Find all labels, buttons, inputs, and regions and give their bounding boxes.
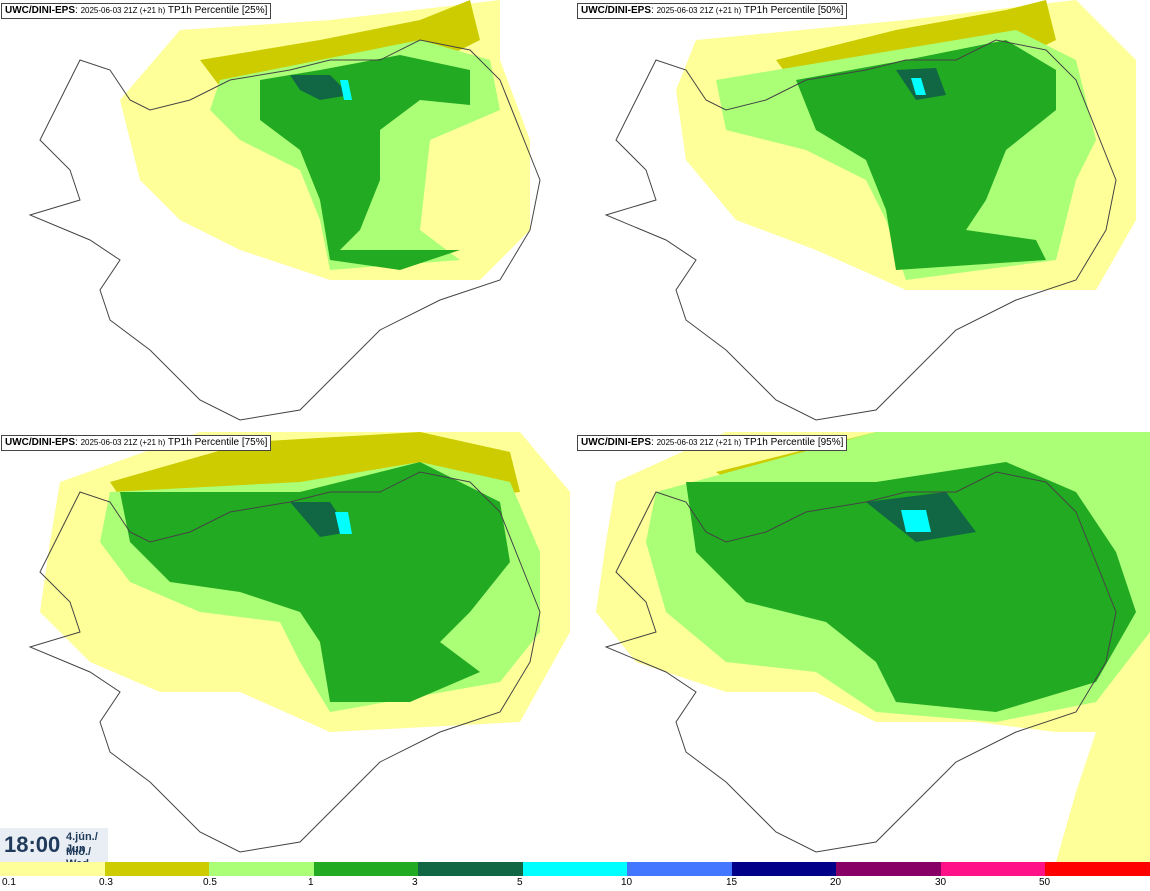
- valid-date-line1: 4.jún./ Jun: [66, 831, 98, 855]
- precip-map: [596, 432, 1150, 862]
- legend-tick-label: 10: [621, 877, 633, 888]
- legend-tick-label: 0.5: [203, 877, 217, 888]
- legend-tick-label: 15: [726, 877, 738, 888]
- precip-area-darkgreen: [290, 75, 350, 100]
- legend-tick-label: 50: [1039, 877, 1051, 888]
- map-panel-p25: UWC/DINI-EPS: 2025-06-03 21Z (+21 h) TP1…: [0, 0, 574, 430]
- precip-map: [28, 432, 570, 853]
- precip-area-green: [796, 40, 1056, 270]
- panel-title: UWC/DINI-EPS: 2025-06-03 21Z (+21 h) TP1…: [577, 3, 848, 19]
- precip-area-cyan: [911, 78, 926, 95]
- precip-area-green: [260, 55, 470, 270]
- legend-tick-label: 30: [935, 877, 947, 888]
- precip-area-green: [120, 462, 510, 702]
- precip-area-cyan: [901, 510, 931, 532]
- precip-area-darkgreen: [290, 502, 350, 537]
- precip-map: [28, 0, 541, 421]
- legend-swatch: [0, 862, 105, 876]
- panel-title: UWC/DINI-EPS: 2025-06-03 21Z (+21 h) TP1…: [577, 435, 848, 451]
- legend-swatch: [1045, 862, 1150, 876]
- legend-swatch: [940, 862, 1046, 876]
- precip-map: [604, 0, 1136, 421]
- precip-area-cyan: [340, 80, 352, 100]
- legend-swatch: [104, 862, 210, 876]
- coastline: [604, 39, 1117, 421]
- precip-area-green: [686, 462, 1136, 712]
- legend-tick-label: 0.1: [2, 877, 16, 888]
- legend-swatch: [313, 862, 419, 876]
- legend-swatch: [627, 862, 732, 876]
- map-panel-p50: UWC/DINI-EPS: 2025-06-03 21Z (+21 h) TP1…: [576, 0, 1150, 430]
- panel-title: UWC/DINI-EPS: 2025-06-03 21Z (+21 h) TP1…: [1, 435, 272, 451]
- coastline: [28, 39, 541, 421]
- coastline: [28, 471, 541, 853]
- coastline: [604, 471, 1117, 853]
- map-panel-p75: UWC/DINI-EPS: 2025-06-03 21Z (+21 h) TP1…: [0, 432, 574, 862]
- valid-time-box: 18:00 4.jún./ Jun Mið./ Wed: [0, 828, 108, 870]
- legend-tick-labels: 0.1 0.3 0.5 1 3 5 10 15 20 30 50: [0, 876, 1150, 891]
- legend-swatch: [209, 862, 314, 876]
- legend-tick-label: 3: [412, 877, 418, 888]
- legend-swatch: [731, 862, 837, 876]
- legend-tick-label: 20: [830, 877, 842, 888]
- legend-tick-label: 5: [517, 877, 523, 888]
- panel-title: UWC/DINI-EPS: 2025-06-03 21Z (+21 h) TP1…: [1, 3, 272, 19]
- legend-colorbar: [0, 862, 1150, 876]
- map-panel-p95: UWC/DINI-EPS: 2025-06-03 21Z (+21 h) TP1…: [576, 432, 1150, 862]
- legend-swatch: [418, 862, 523, 876]
- legend-swatch: [836, 862, 941, 876]
- precip-area-cyan: [335, 512, 352, 534]
- legend-tick-label: 0.3: [99, 877, 113, 888]
- valid-time: 18:00: [4, 832, 61, 857]
- legend-tick-label: 1: [308, 877, 314, 888]
- legend-swatch: [522, 862, 628, 876]
